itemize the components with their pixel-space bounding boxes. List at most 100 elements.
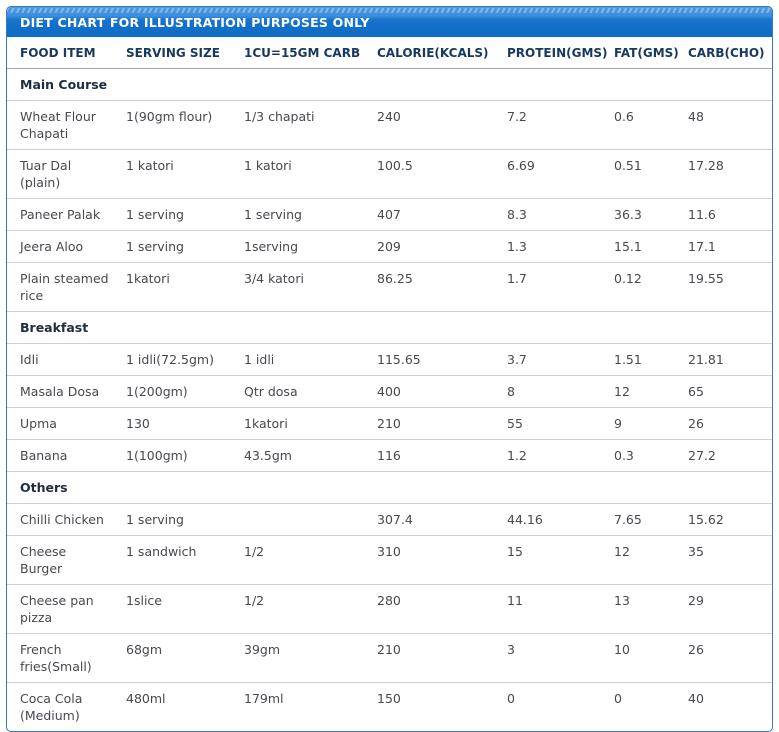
value-cell: 1slice <box>113 584 231 634</box>
value-cell: 44.16 <box>494 503 601 536</box>
value-cell: 7.65 <box>601 503 675 536</box>
value-cell: 1 serving <box>113 198 231 231</box>
value-cell: 40 <box>688 691 704 706</box>
value-cell: 210 <box>364 633 494 683</box>
value-cell: 13 <box>601 584 675 634</box>
value-cell: 209 <box>364 230 494 263</box>
value-cell: 3.7 <box>494 343 601 376</box>
value-cell: 26 <box>675 407 772 440</box>
value-cell: 0.12 <box>601 262 675 312</box>
table-row: Coca Cola (Medium) 480ml 179ml 150 0 0 40 <box>7 683 772 732</box>
column-header-5: FAT(GMS) <box>601 37 679 69</box>
value-cell: 1(100gm) <box>113 439 231 472</box>
value-cell: 1katori <box>113 262 231 312</box>
food-item-cell: Coca Cola (Medium) <box>20 691 83 723</box>
value-cell: 3 <box>494 633 601 683</box>
food-item-cell: Chilli Chicken <box>7 503 113 536</box>
column-header-1: SERVING SIZE <box>113 37 231 69</box>
table-body: Main Course Wheat Flour Chapati 1(90gm flo… <box>7 68 772 732</box>
table-row: Plain steamed rice 1katori 3/4 katori 86.25… <box>7 262 772 312</box>
value-cell: 27.2 <box>675 439 772 472</box>
food-item-cell: Idli <box>7 343 113 376</box>
value-cell: 1.3 <box>494 230 601 263</box>
value-cell: 19.55 <box>675 262 772 312</box>
value-cell: 1(200gm) <box>113 375 231 408</box>
column-header-4: PROTEIN(GMS) <box>494 37 608 69</box>
table-row: Wheat Flour Chapati 1(90gm flour) 1/3 chap… <box>7 100 772 150</box>
value-cell: 12 <box>601 535 675 585</box>
value-cell: 35 <box>675 535 772 585</box>
value-cell: 8.3 <box>494 198 601 231</box>
column-header-3: CALORIE(KCALS) <box>364 37 494 69</box>
value-cell: 1serving <box>231 230 364 263</box>
food-item-cell: Cheese Burger <box>7 535 113 585</box>
column-header-6: CARB(CHO) <box>675 37 772 69</box>
value-cell: 116 <box>364 439 494 472</box>
value-cell: 26 <box>675 633 772 683</box>
value-cell: 9 <box>601 407 675 440</box>
section-label: Others <box>7 471 772 504</box>
value-cell: 1/2 <box>231 535 364 585</box>
column-header-0: FOOD ITEM <box>7 37 113 69</box>
value-cell: 100.5 <box>364 149 494 199</box>
value-cell: 7.2 <box>494 100 601 150</box>
table-row: Chilli Chicken 1 serving 307.4 44.16 7.65 15.… <box>7 503 772 536</box>
value-cell: 130 <box>113 407 231 440</box>
value-cell: 1 idli(72.5gm) <box>113 343 231 376</box>
value-cell <box>231 503 364 536</box>
section-label: Main Course <box>7 68 772 101</box>
value-cell: 10 <box>601 633 675 683</box>
food-item-cell: French fries(Small) <box>7 633 113 683</box>
table-row: Masala Dosa 1(200gm) Qtr dosa 400 8 12 65 <box>7 375 772 408</box>
value-cell: 179ml <box>244 691 284 706</box>
value-cell: 240 <box>364 100 494 150</box>
food-item-cell: Banana <box>7 439 113 472</box>
value-cell: 210 <box>364 407 494 440</box>
value-cell: 0 <box>614 691 622 706</box>
value-cell: 1.2 <box>494 439 601 472</box>
value-cell: 86.25 <box>364 262 494 312</box>
value-cell: Qtr dosa <box>231 375 364 408</box>
table-row: Cheese Burger 1 sandwich 1/2 310 15 12 35 <box>7 535 772 585</box>
value-cell: 12 <box>601 375 675 408</box>
table-row: Jeera Aloo 1 serving 1serving 209 1.3 15.1 17.… <box>7 230 772 263</box>
value-cell: 407 <box>364 198 494 231</box>
column-header-2: 1CU=15GM CARB <box>231 37 364 69</box>
value-cell: 1 sandwich <box>113 535 231 585</box>
food-item-cell: Masala Dosa <box>7 375 113 408</box>
value-cell: 8 <box>494 375 601 408</box>
table-row: Upma 130 1katori 210 55 9 26 <box>7 407 772 440</box>
value-cell: 1 katori <box>231 149 364 199</box>
value-cell: 310 <box>364 535 494 585</box>
table-row: Cheese pan pizza 1slice 1/2 280 11 13 29 <box>7 584 772 634</box>
table-row: Paneer Palak 1 serving 1 serving 407 8.3 36.3… <box>7 198 772 231</box>
value-cell: 1.51 <box>601 343 675 376</box>
value-cell: 11 <box>494 584 601 634</box>
value-cell: 1katori <box>231 407 364 440</box>
column-header-row: FOOD ITEM SERVING SIZE 1CU=15GM CARB CALORI… <box>7 37 772 69</box>
section-label: Breakfast <box>7 311 772 344</box>
value-cell: 65 <box>675 375 772 408</box>
value-cell: 400 <box>364 375 494 408</box>
value-cell: 17.28 <box>675 149 772 199</box>
value-cell: 48 <box>675 100 772 150</box>
value-cell: 39gm <box>231 633 364 683</box>
diet-chart-panel: DIET CHART FOR ILLUSTRATION PURPOSES ONL… <box>6 6 773 732</box>
table-row: Idli 1 idli(72.5gm) 1 idli 115.65 3.7 1.51 21.… <box>7 343 772 376</box>
section-row: Others <box>7 471 772 504</box>
section-row: Main Course <box>7 68 772 101</box>
value-cell: 21.81 <box>675 343 772 376</box>
value-cell: 1/2 <box>231 584 364 634</box>
food-item-cell: Wheat Flour Chapati <box>7 100 113 150</box>
value-cell: 1 serving <box>231 198 364 231</box>
food-item-cell: Paneer Palak <box>7 198 113 231</box>
value-cell: 1 katori <box>113 149 231 199</box>
table-row: French fries(Small) 68gm 39gm 210 3 10 26 <box>7 633 772 683</box>
value-cell: 280 <box>364 584 494 634</box>
value-cell: 0.6 <box>601 100 675 150</box>
value-cell: 68gm <box>113 633 231 683</box>
value-cell: 1/3 chapati <box>231 100 364 150</box>
value-cell: 29 <box>675 584 772 634</box>
section-row: Breakfast <box>7 311 772 344</box>
